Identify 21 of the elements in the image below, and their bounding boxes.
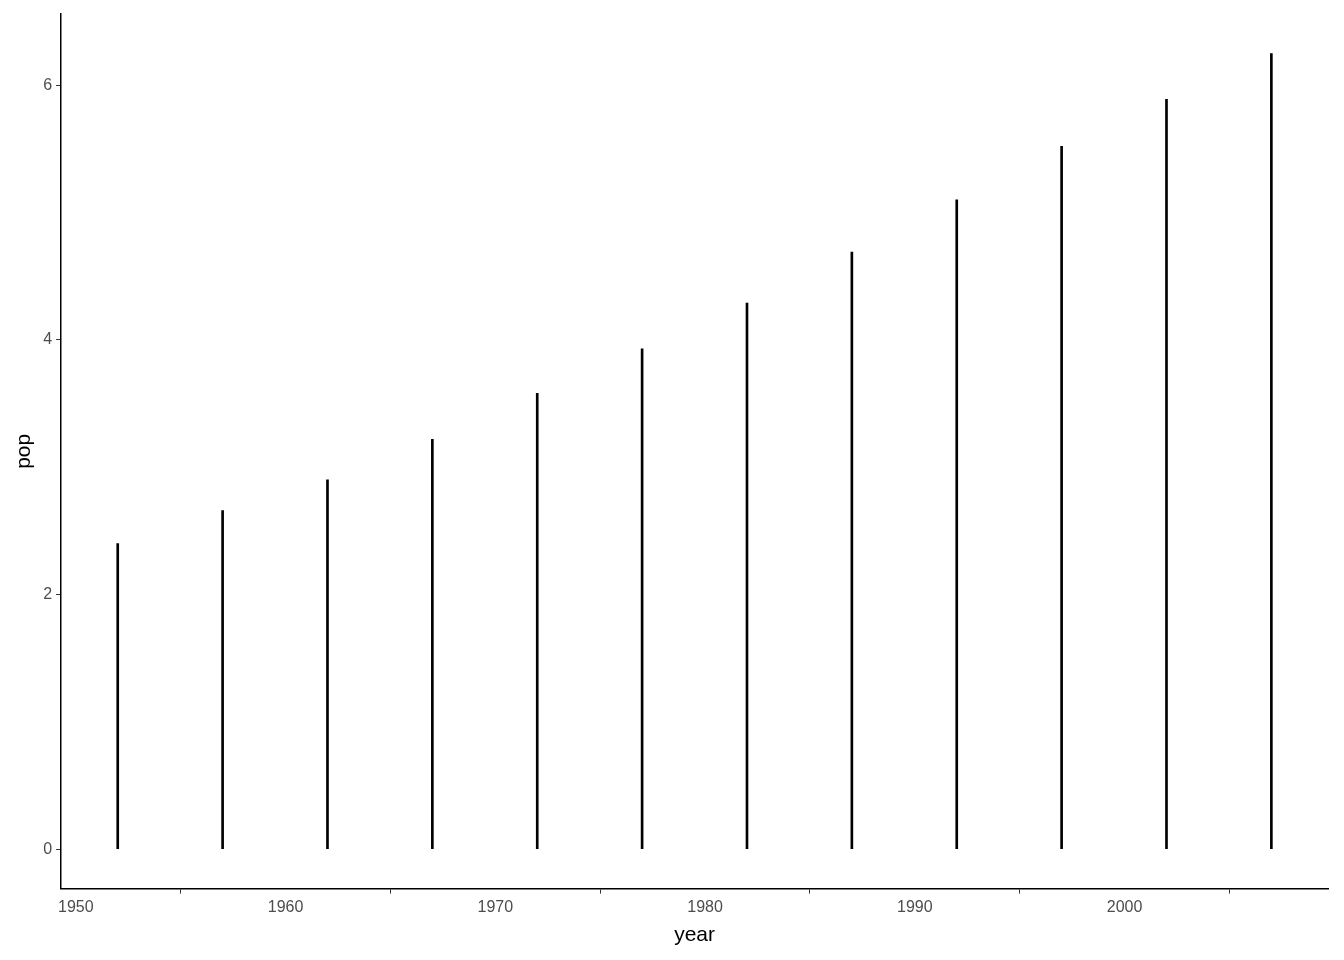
bar	[326, 479, 329, 849]
bar	[1060, 146, 1063, 849]
x-tick-label: 2000	[1106, 897, 1143, 915]
x-axis-title: year	[674, 922, 715, 946]
x-tick-label: 1970	[477, 897, 514, 915]
bar	[955, 199, 959, 849]
x-tick-label: 1950	[57, 897, 94, 915]
bar	[221, 510, 224, 849]
y-axis-title: pop	[11, 433, 35, 469]
x-tick-label: 1980	[687, 897, 723, 915]
bar	[1270, 53, 1273, 849]
y-tick-label: 4	[43, 330, 53, 348]
y-tick-label: 6	[43, 75, 53, 93]
bar	[431, 438, 434, 849]
y-tick-label: 0	[43, 839, 53, 857]
y-tick-label: 2	[43, 584, 53, 602]
bar	[116, 543, 120, 849]
x-tick-label: 1960	[267, 897, 304, 915]
x-tick-label: 1990	[896, 897, 933, 915]
bar	[1165, 98, 1168, 849]
bar	[535, 393, 539, 849]
